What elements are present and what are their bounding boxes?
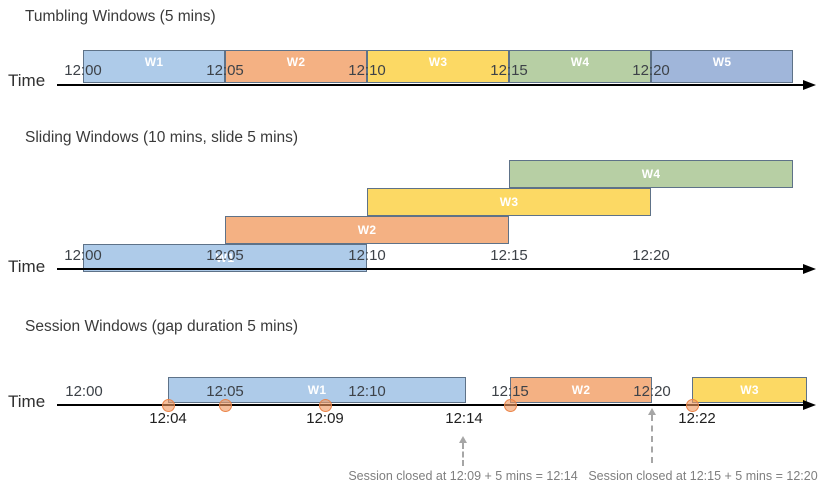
tumbling-time-axis-label: Time — [8, 71, 46, 90]
axis-tick-label: 12:00 — [65, 383, 103, 400]
event-time-label: 12:14 — [445, 410, 483, 427]
window-label: W4 — [570, 55, 590, 69]
axis-tick-label: 12:00 — [64, 247, 102, 264]
tumbling-title: Tumbling Windows (5 mins) — [25, 8, 216, 25]
window-label: W2 — [357, 223, 377, 237]
sliding-window-w4: W4 — [509, 160, 793, 188]
event-dot — [161, 398, 175, 412]
session-close-annotation: Session closed at 12:15 + 5 mins = 12:20 — [588, 469, 818, 483]
axis-tick-label: 12:15 — [490, 247, 528, 264]
axis-tick-label: 12:10 — [348, 247, 386, 264]
tumbling-axis-arrowhead-icon — [803, 80, 816, 90]
session-axis-arrowhead-icon — [803, 400, 816, 410]
sliding-window-w2: W2 — [225, 216, 509, 244]
event-time-label: 12:09 — [306, 410, 344, 427]
axis-tick-label: 12:15 — [490, 62, 528, 79]
axis-tick-label: 12:05 — [206, 247, 244, 264]
tumbling-time-axis — [57, 84, 806, 86]
event-time-label: 12:22 — [678, 410, 716, 427]
session-title: Session Windows (gap duration 5 mins) — [25, 318, 299, 335]
window-label: W1 — [215, 251, 235, 265]
tumbling-window-w1: W1 — [83, 50, 225, 83]
axis-tick-label: 12:10 — [348, 62, 386, 79]
sliding-title: Sliding Windows (10 mins, slide 5 mins) — [25, 129, 299, 146]
axis-tick-label: 12:20 — [632, 62, 670, 79]
tumbling-window-w2: W2 — [225, 50, 367, 83]
event-time-label: 12:04 — [149, 410, 187, 427]
event-dot — [685, 398, 699, 412]
axis-tick-label: 12:15 — [491, 383, 529, 400]
window-label: W2 — [286, 55, 306, 69]
window-label: W1 — [144, 55, 164, 69]
sliding-window-w1: W1 — [83, 244, 367, 272]
window-label: W1 — [307, 383, 327, 397]
sliding-window-w3: W3 — [367, 188, 651, 216]
axis-tick-label: 12:20 — [633, 383, 671, 400]
session-window-w1: W1 — [168, 377, 466, 403]
window-label: W3 — [499, 195, 519, 209]
window-label: W3 — [428, 55, 448, 69]
tumbling-window-w5: W5 — [651, 50, 793, 83]
sliding-time-axis-label: Time — [8, 257, 46, 276]
arrow-up-icon — [648, 408, 656, 415]
session-window-w2: W2 — [510, 377, 652, 403]
session-time-axis — [57, 404, 806, 406]
window-label: W5 — [712, 55, 732, 69]
axis-tick-label: 12:00 — [64, 62, 102, 79]
arrow-up-icon — [459, 436, 467, 443]
tumbling-window-w4: W4 — [509, 50, 651, 83]
event-dot — [503, 398, 517, 412]
axis-tick-label: 12:10 — [348, 383, 386, 400]
event-dot — [218, 398, 232, 412]
event-dot — [318, 398, 332, 412]
window-label: W3 — [740, 383, 759, 397]
session-time-axis-label: Time — [8, 392, 46, 411]
axis-tick-label: 12:20 — [632, 247, 670, 264]
sliding-time-axis — [57, 268, 806, 270]
session-close-arrow — [651, 415, 653, 463]
sliding-axis-arrowhead-icon — [803, 264, 816, 274]
window-label: W4 — [641, 167, 661, 181]
session-window-w3: W3 — [692, 377, 807, 403]
axis-tick-label: 12:05 — [206, 383, 244, 400]
axis-tick-label: 12:05 — [206, 62, 244, 79]
window-label: W2 — [571, 383, 591, 397]
session-close-annotation: Session closed at 12:09 + 5 mins = 12:14 — [348, 469, 578, 483]
tumbling-window-w3: W3 — [367, 50, 509, 83]
session-close-arrow — [462, 443, 464, 466]
